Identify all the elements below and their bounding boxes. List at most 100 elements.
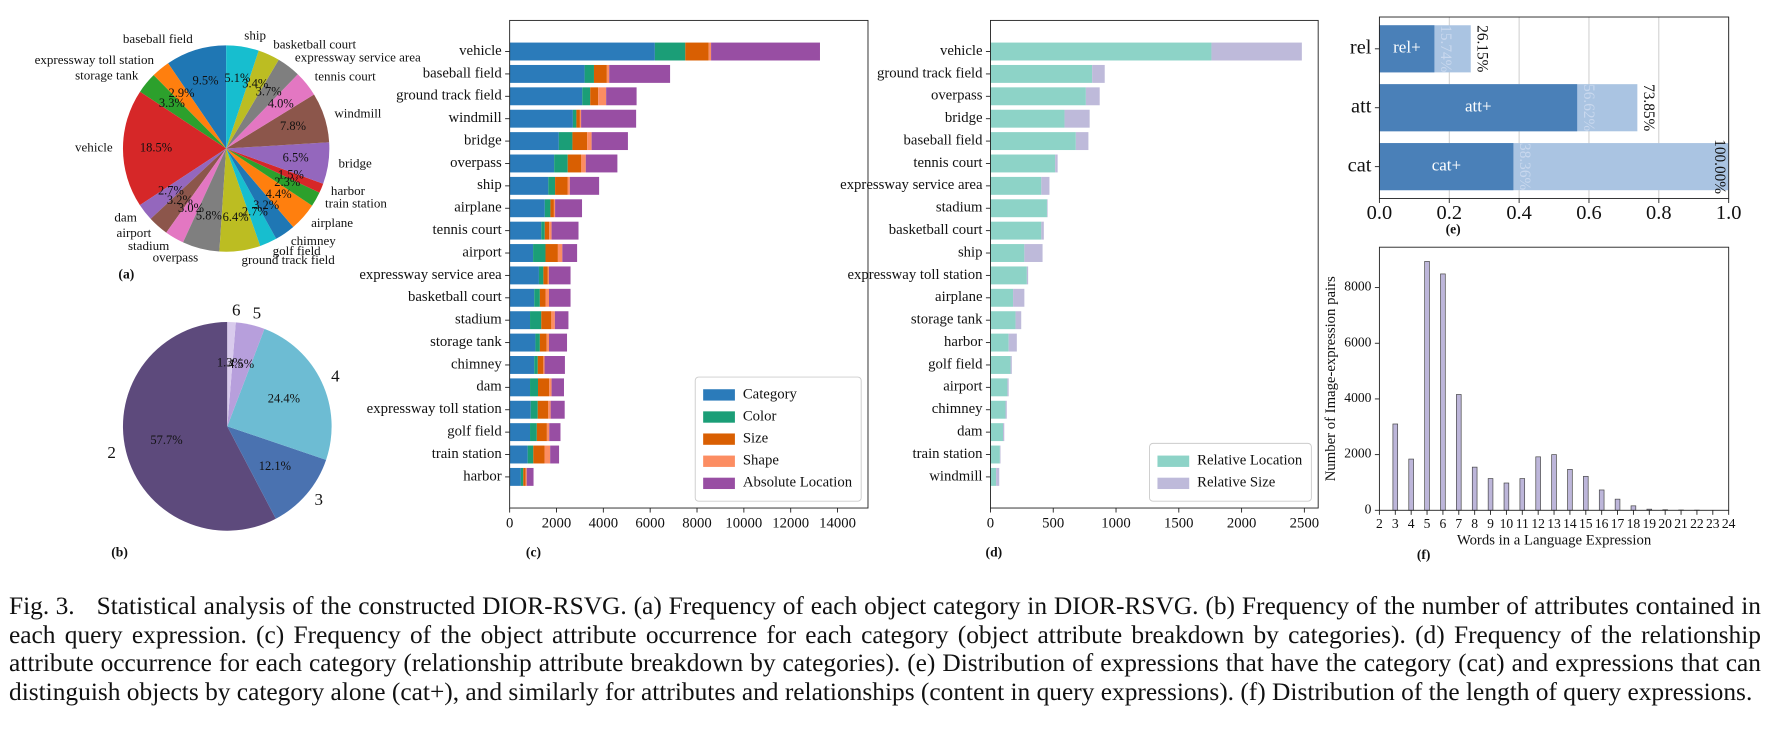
pie-slice <box>227 426 327 519</box>
bar <box>990 244 1025 262</box>
pie-slice <box>226 74 315 149</box>
bar <box>576 109 580 128</box>
bar <box>1005 400 1007 419</box>
bar <box>555 176 568 195</box>
bar <box>549 423 561 442</box>
bar <box>555 199 583 218</box>
bar <box>545 244 558 262</box>
x-tick-label: 24 <box>1722 516 1736 531</box>
legend-swatch <box>1157 455 1190 467</box>
pie-slice <box>219 148 261 252</box>
y-tick-label: chimney <box>932 401 983 417</box>
x-tick-label: 15 <box>1579 516 1593 531</box>
y-tick-label: tennis court <box>913 155 982 171</box>
panel-label: (e) <box>1446 221 1461 237</box>
pie-slice <box>227 328 332 460</box>
pie-category-label: 6 <box>232 301 240 320</box>
pie-category-label: 2 <box>107 443 116 462</box>
pie-category-label: bridge <box>339 156 373 171</box>
pie-value-label: 7.8% <box>280 119 306 133</box>
bar <box>548 266 571 285</box>
y-tick-label: windmill <box>929 468 982 484</box>
y-tick-label: dam <box>957 424 983 440</box>
pie-value-label: 3.0% <box>178 201 204 215</box>
y-tick-label: cat <box>1348 154 1372 176</box>
y-tick-label: golf field <box>447 424 502 440</box>
pie-slice <box>139 148 227 219</box>
bar <box>1379 25 1435 73</box>
bar <box>554 154 568 173</box>
pie-category-label: harbor <box>331 183 366 198</box>
legend-label: Relative Location <box>1197 453 1303 469</box>
bar <box>1614 498 1621 511</box>
x-tick-label: 14000 <box>819 515 856 531</box>
bar <box>990 221 1042 240</box>
bar <box>598 87 607 106</box>
y-tick-label: tennis court <box>433 222 502 238</box>
bar <box>1535 456 1541 511</box>
panel-label: (b) <box>111 545 128 561</box>
bar <box>530 423 537 442</box>
bar <box>509 154 555 173</box>
bar-label: att+ <box>1465 97 1492 116</box>
bar <box>558 132 573 151</box>
pie-slice <box>150 148 227 233</box>
x-tick-label: 2 <box>1376 516 1383 531</box>
bar <box>582 87 591 106</box>
plot-frame <box>509 19 869 509</box>
bar <box>541 311 552 330</box>
bar <box>1008 333 1017 352</box>
bar <box>1471 466 1478 511</box>
bar <box>1041 221 1044 240</box>
bar <box>544 445 551 464</box>
y-tick-label: basketball court <box>408 289 502 305</box>
bar <box>509 109 573 128</box>
pie-value-label: 2.7% <box>242 204 268 218</box>
bar <box>1046 199 1048 218</box>
y-tick-label: ground track field <box>877 65 983 81</box>
bar <box>990 333 1009 352</box>
legend-box <box>1149 442 1312 502</box>
bar <box>546 333 549 352</box>
bar <box>526 467 534 486</box>
pie-slice <box>140 75 227 149</box>
bar <box>990 311 1016 330</box>
bar <box>549 221 552 240</box>
plot-frame <box>990 19 1319 509</box>
panel-label: (f) <box>1417 547 1431 563</box>
y-tick-label: overpass <box>931 88 983 104</box>
bar <box>990 423 1004 442</box>
value-label: 56.62% <box>1580 84 1597 131</box>
value-label: 26.15% <box>1473 25 1490 72</box>
x-tick-label: 0.2 <box>1437 202 1463 224</box>
y-tick-label: 2000 <box>1344 446 1371 461</box>
legend-label: Size <box>743 431 769 447</box>
pie-category-label: ship <box>244 27 266 42</box>
y-tick-label: airplane <box>935 289 983 305</box>
x-tick-label: 2500 <box>1290 515 1319 531</box>
y-tick-label: 0 <box>1365 501 1372 516</box>
pie-value-label: 6.5% <box>283 150 309 164</box>
bar <box>509 445 528 464</box>
pie-slice <box>226 148 324 193</box>
bar <box>584 64 594 83</box>
x-tick-label: 0.6 <box>1576 202 1602 224</box>
bar <box>539 288 546 307</box>
bar <box>990 356 1011 374</box>
bar <box>533 244 546 262</box>
bar <box>548 400 551 419</box>
bar <box>551 378 564 397</box>
y-tick-label: baseball field <box>423 65 503 81</box>
pie-value-label: 1.3% <box>217 356 243 370</box>
y-tick-label: bridge <box>945 110 983 126</box>
bar <box>990 199 1047 218</box>
legend-label: Category <box>743 386 798 402</box>
bar <box>544 221 550 240</box>
bar <box>609 64 671 83</box>
x-tick-label: 20 <box>1658 516 1672 531</box>
bar <box>509 199 545 218</box>
bar <box>550 199 554 218</box>
x-tick-label: 16 <box>1595 516 1609 531</box>
bar <box>1440 273 1446 511</box>
bar <box>990 288 1014 307</box>
